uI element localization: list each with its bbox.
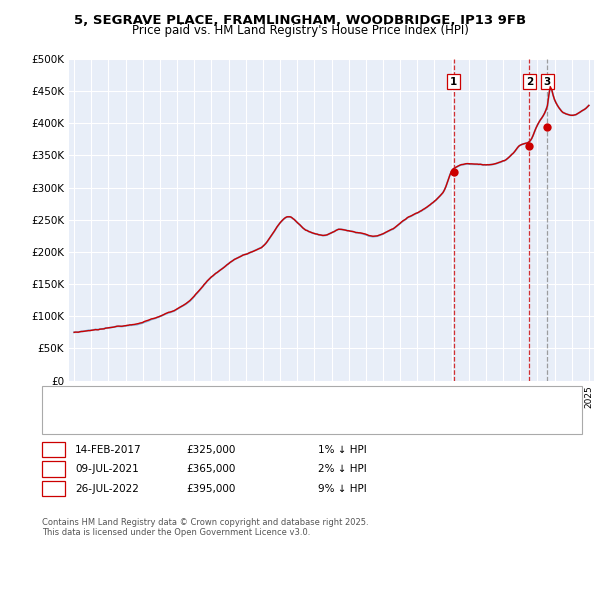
Text: 2: 2	[526, 77, 533, 87]
Text: £395,000: £395,000	[186, 484, 235, 493]
Text: 1% ↓ HPI: 1% ↓ HPI	[318, 445, 367, 454]
Text: 9% ↓ HPI: 9% ↓ HPI	[318, 484, 367, 493]
Text: Contains HM Land Registry data © Crown copyright and database right 2025.: Contains HM Land Registry data © Crown c…	[42, 517, 368, 527]
Text: 3: 3	[50, 484, 57, 493]
Text: 2% ↓ HPI: 2% ↓ HPI	[318, 464, 367, 474]
Text: This data is licensed under the Open Government Licence v3.0.: This data is licensed under the Open Gov…	[42, 527, 310, 537]
Text: HPI: Average price, detached house, East Suffolk: HPI: Average price, detached house, East…	[79, 407, 318, 417]
Text: 1: 1	[50, 445, 57, 454]
Text: 3: 3	[544, 77, 551, 87]
Text: 26-JUL-2022: 26-JUL-2022	[75, 484, 139, 493]
Text: 09-JUL-2021: 09-JUL-2021	[75, 464, 139, 474]
Text: £365,000: £365,000	[186, 464, 235, 474]
Text: 5, SEGRAVE PLACE, FRAMLINGHAM, WOODBRIDGE, IP13 9FB: 5, SEGRAVE PLACE, FRAMLINGHAM, WOODBRIDG…	[74, 14, 526, 27]
Text: 5, SEGRAVE PLACE, FRAMLINGHAM, WOODBRIDGE, IP13 9FB (detached house): 5, SEGRAVE PLACE, FRAMLINGHAM, WOODBRIDG…	[79, 393, 465, 402]
Text: Price paid vs. HM Land Registry's House Price Index (HPI): Price paid vs. HM Land Registry's House …	[131, 24, 469, 37]
Text: 1: 1	[450, 77, 457, 87]
Text: 14-FEB-2017: 14-FEB-2017	[75, 445, 142, 454]
Text: 2: 2	[50, 464, 57, 474]
Text: £325,000: £325,000	[186, 445, 235, 454]
